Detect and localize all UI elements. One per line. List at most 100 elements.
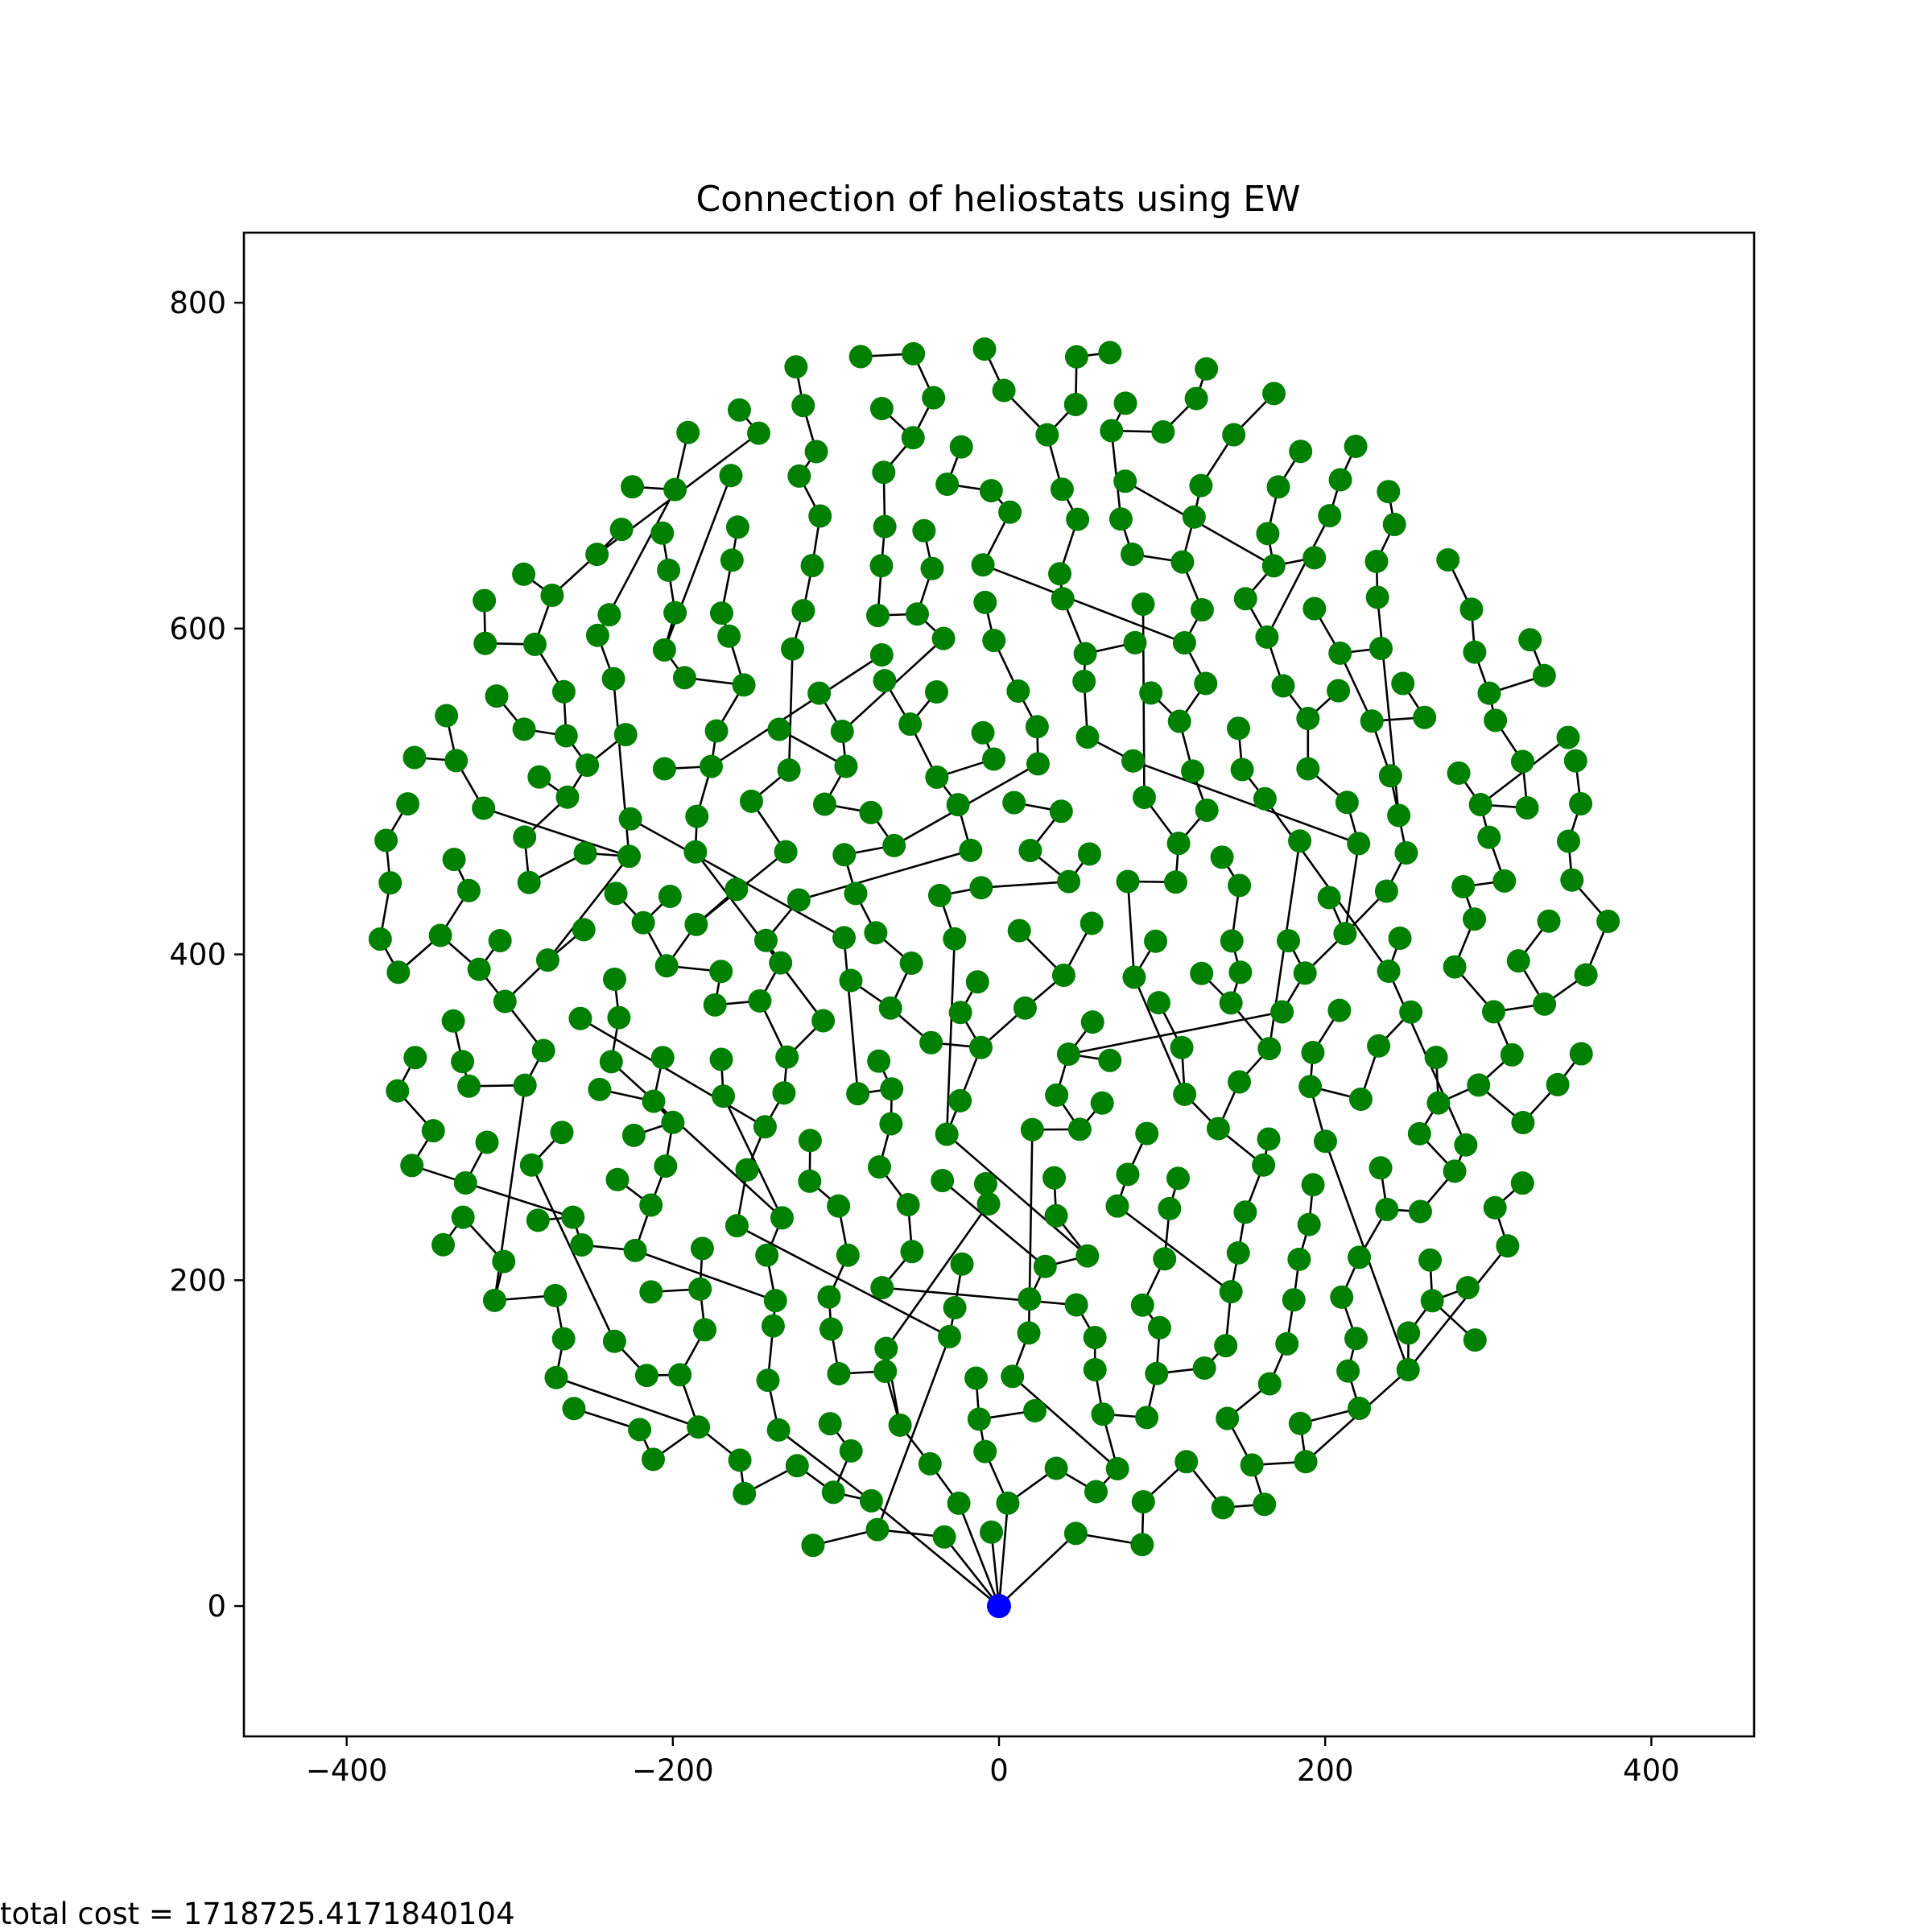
heliostat-point: [935, 473, 960, 497]
heliostat-point: [1515, 796, 1539, 820]
heliostat-point: [1057, 869, 1081, 894]
heliostat-point: [727, 398, 751, 422]
heliostat-point: [1063, 1521, 1088, 1546]
y-tick-label: 600: [169, 612, 226, 646]
heliostat-point: [1296, 757, 1320, 781]
heliostat-point: [642, 1089, 666, 1113]
heliostat-point: [641, 1447, 665, 1472]
heliostat-point: [968, 1035, 993, 1059]
heliostat-point: [1382, 512, 1406, 536]
heliostat-point: [1297, 1212, 1321, 1236]
heliostat-point: [1275, 1331, 1299, 1356]
heliostat-point: [488, 928, 512, 952]
heliostat-point: [623, 1238, 647, 1262]
heliostat-point: [485, 684, 509, 708]
heliostat-point: [964, 1366, 989, 1390]
heliostat-point: [1122, 965, 1146, 989]
heliostat-point: [1298, 1075, 1323, 1099]
heliostat-point: [1301, 1173, 1325, 1197]
heliostat-point: [724, 1214, 749, 1238]
heliostat-point: [1044, 1203, 1068, 1228]
heliostat-point: [1228, 960, 1253, 985]
heliostat-point: [1100, 419, 1124, 443]
heliostat-point: [1158, 1196, 1182, 1220]
heliostat-point: [663, 477, 687, 502]
heliostat-point: [1080, 911, 1104, 935]
heliostat-point: [634, 1364, 658, 1388]
connection-line: [941, 1179, 1046, 1268]
connection-line: [843, 937, 859, 1094]
heliostat-point: [1077, 842, 1101, 866]
heliostat-point: [628, 1418, 652, 1442]
heliostat-point: [1252, 1153, 1276, 1177]
connection-line: [957, 1502, 1001, 1607]
heliostat-point: [378, 871, 402, 895]
heliostat-point: [1500, 1042, 1524, 1067]
heliostat-point: [996, 1491, 1020, 1515]
heliostat-point: [1463, 907, 1487, 931]
heliostat-point: [1289, 440, 1313, 464]
y-tick-label: 0: [207, 1589, 226, 1624]
heliostat-point: [827, 1361, 851, 1385]
heliostat-point: [621, 475, 645, 499]
heliostat-point: [1147, 1315, 1171, 1340]
heliostat-point: [712, 1084, 736, 1108]
heliostat-point: [1333, 922, 1357, 946]
heliostat-point: [832, 926, 857, 950]
heliostat-point: [1035, 423, 1059, 447]
heliostat-point: [639, 1280, 663, 1304]
heliostat-point: [1227, 716, 1251, 741]
heliostat-point: [1318, 504, 1342, 528]
heliostat-point: [1195, 798, 1219, 822]
heliostat-point: [1569, 791, 1593, 815]
axes-frame: [242, 231, 1756, 1738]
heliostat-point: [976, 1191, 1001, 1216]
heliostat-point: [1066, 507, 1090, 531]
heliostat-point: [905, 602, 929, 626]
heliostat-point: [562, 1397, 586, 1421]
heliostat-point: [998, 500, 1022, 524]
heliostat-point: [1270, 1000, 1294, 1024]
heliostat-point: [1374, 879, 1398, 903]
heliostat-point: [834, 754, 858, 778]
heliostat-point: [1219, 1280, 1243, 1304]
heliostat-point: [1105, 1457, 1129, 1481]
heliostat-point: [1266, 475, 1290, 499]
heliostat-point: [493, 989, 517, 1013]
heliostat-point: [374, 828, 398, 852]
heliostat-point: [663, 601, 687, 625]
heliostat-point: [1399, 1000, 1423, 1024]
heliostat-point: [1192, 1356, 1216, 1380]
heliostat-point: [1164, 870, 1188, 894]
heliostat-point: [1454, 1133, 1478, 1157]
heliostat-point: [457, 1074, 481, 1098]
heliostat-point: [639, 1193, 663, 1217]
heliostat-point: [1145, 1361, 1169, 1385]
heliostat-point: [1056, 1042, 1080, 1066]
heliostat-point: [396, 792, 420, 816]
heliostat-point: [599, 1050, 623, 1074]
heliostat-point: [812, 792, 836, 816]
heliostat-point: [709, 601, 733, 625]
heliostat-point: [766, 1418, 791, 1442]
heliostat-point: [441, 1009, 465, 1033]
heliostat-point: [1170, 550, 1195, 574]
heliostat-point: [1375, 1197, 1399, 1221]
heliostat-point: [1130, 1293, 1154, 1317]
connection-line: [997, 1503, 1009, 1607]
heliostat-point: [602, 967, 626, 991]
heliostat-point: [791, 599, 815, 623]
heliostat-point: [609, 518, 634, 542]
heliostat-point: [870, 1276, 894, 1300]
heliostat-point: [473, 631, 497, 655]
connection-line: [530, 1164, 616, 1342]
heliostat-point: [1240, 1453, 1264, 1477]
heliostat-point: [1477, 825, 1501, 849]
heliostat-point: [1214, 1334, 1238, 1358]
heliostat-point: [882, 833, 906, 857]
heliostat-point: [821, 1480, 845, 1505]
heliostat-point: [866, 604, 890, 628]
heliostat-point: [1463, 1328, 1487, 1352]
heliostat-point: [1067, 1117, 1092, 1141]
heliostat-point: [1123, 630, 1147, 654]
